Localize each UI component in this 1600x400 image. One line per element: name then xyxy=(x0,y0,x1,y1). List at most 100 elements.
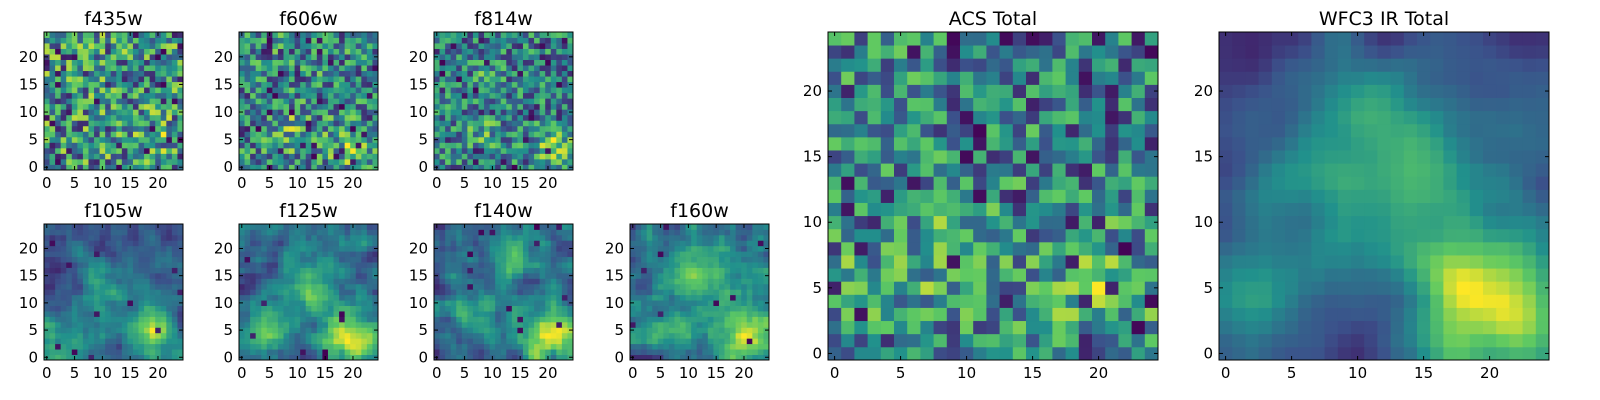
heatmap-cell xyxy=(372,125,379,132)
heatmap-cell xyxy=(539,158,546,165)
heatmap-cell xyxy=(986,281,1000,295)
heatmap-cell xyxy=(511,289,518,296)
heatmap-cell xyxy=(635,338,642,345)
heatmap-cell xyxy=(110,338,117,345)
heatmap-cell xyxy=(696,338,703,345)
heatmap-cell xyxy=(361,300,368,306)
heatmap-cell xyxy=(66,332,73,339)
heatmap-cell xyxy=(144,164,151,171)
heatmap-cell xyxy=(467,37,474,44)
heatmap-cell xyxy=(316,343,323,350)
heatmap-cell xyxy=(1039,307,1053,322)
heatmap-cell xyxy=(88,65,95,72)
heatmap-cell xyxy=(160,316,167,323)
heatmap-cell xyxy=(746,278,753,285)
heatmap-cell xyxy=(545,327,552,334)
heatmap-cell xyxy=(244,354,251,361)
heatmap-cell xyxy=(763,332,770,339)
heatmap-cell xyxy=(534,81,541,88)
heatmap-cell xyxy=(946,228,961,243)
heatmap-cell xyxy=(450,136,457,143)
heatmap-cell xyxy=(339,120,346,127)
heatmap-cell xyxy=(155,294,162,301)
heatmap-cell xyxy=(663,316,670,323)
heatmap-cell xyxy=(289,131,295,138)
heatmap-cell xyxy=(366,289,373,296)
heatmap-cell xyxy=(255,305,262,312)
heatmap-cell xyxy=(272,43,279,49)
heatmap-cell xyxy=(327,48,334,55)
heatmap-cell xyxy=(44,98,50,105)
heatmap-cell xyxy=(132,125,139,132)
heatmap-cell xyxy=(561,283,568,290)
heatmap-cell xyxy=(550,131,557,138)
heatmap-cell xyxy=(339,278,346,285)
heatmap-cell xyxy=(289,311,295,317)
y-tick-label: 0 xyxy=(223,348,233,366)
heatmap-cell xyxy=(244,142,251,149)
heatmap-cell xyxy=(66,131,73,138)
heatmap-cell xyxy=(66,278,73,285)
heatmap-cell xyxy=(517,92,524,99)
heatmap-cell xyxy=(366,81,373,88)
heatmap-cell xyxy=(121,245,128,252)
heatmap-cell xyxy=(685,229,692,236)
heatmap-cell xyxy=(339,87,346,94)
heatmap-cell xyxy=(841,163,855,177)
heatmap-cell xyxy=(517,65,524,72)
heatmap-cell xyxy=(500,224,507,230)
heatmap-cell xyxy=(472,245,479,252)
heatmap-cell xyxy=(144,321,151,328)
heatmap-cell xyxy=(333,272,340,279)
heatmap-cell xyxy=(973,189,987,203)
heatmap-cell xyxy=(735,321,742,328)
heatmap-cell xyxy=(250,343,257,350)
heatmap-cell xyxy=(255,81,262,88)
heatmap-cell xyxy=(138,278,145,285)
heatmap-cell xyxy=(691,311,698,317)
heatmap-cell xyxy=(283,147,290,154)
heatmap-cell xyxy=(1105,294,1119,308)
heatmap-cell xyxy=(534,278,541,285)
heatmap-cell xyxy=(277,59,284,66)
heatmap-cell xyxy=(121,59,128,66)
heatmap-cell xyxy=(445,103,452,110)
heatmap-cell xyxy=(283,164,290,171)
heatmap-cell xyxy=(556,245,563,252)
heatmap-cell xyxy=(735,300,742,306)
heatmap-cell xyxy=(305,283,312,290)
heatmap-cell xyxy=(272,98,279,105)
heatmap-cell xyxy=(327,158,334,165)
heatmap-cell xyxy=(71,262,78,268)
heatmap-cell xyxy=(272,305,279,312)
heatmap-cell xyxy=(77,32,84,38)
heatmap-cell xyxy=(461,70,468,77)
heatmap-cell xyxy=(1039,163,1053,177)
heatmap-cell xyxy=(116,338,123,345)
heatmap-cell xyxy=(718,316,725,323)
heatmap-cell xyxy=(55,354,62,361)
heatmap-cell xyxy=(439,92,446,99)
heatmap-cell xyxy=(266,300,273,306)
heatmap-cell xyxy=(528,98,535,105)
heatmap-cell xyxy=(445,327,452,334)
heatmap-cell xyxy=(668,327,675,334)
heatmap-cell xyxy=(110,48,117,55)
heatmap-cell xyxy=(44,92,50,99)
heatmap-cell xyxy=(735,311,742,317)
heatmap-cell xyxy=(138,43,145,49)
heatmap-cell xyxy=(71,158,78,165)
heatmap-cell xyxy=(82,311,89,317)
heatmap-cell xyxy=(702,272,709,279)
heatmap-cell xyxy=(283,294,290,301)
heatmap-cell xyxy=(105,120,112,127)
heatmap-cell xyxy=(350,81,357,88)
heatmap-cell xyxy=(495,43,502,49)
heatmap-cell xyxy=(77,240,84,247)
heatmap-cell xyxy=(461,305,468,312)
heatmap-cell xyxy=(283,305,290,312)
heatmap-cell xyxy=(472,251,479,258)
heatmap-cell xyxy=(66,224,73,230)
heatmap-cell xyxy=(127,76,134,83)
heatmap-cell xyxy=(283,158,290,165)
